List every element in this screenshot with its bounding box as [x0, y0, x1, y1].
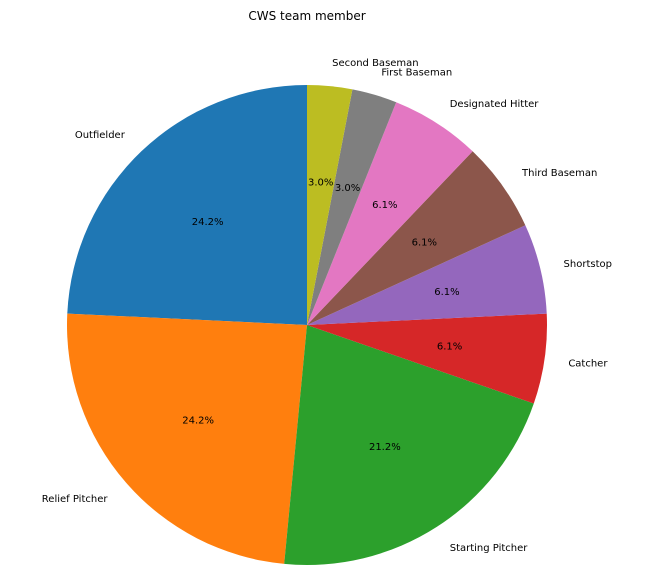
pie-slice-outfielder — [67, 85, 307, 325]
pie-slice-relief-pitcher — [67, 313, 307, 564]
slice-label-second-baseman: Second Baseman — [332, 58, 419, 69]
slice-label-starting-pitcher: Starting Pitcher — [450, 543, 529, 554]
pie-slice-designated-hitter — [307, 102, 473, 325]
slice-label-designated-hitter: Designated Hitter — [450, 99, 540, 110]
chart-title: CWS team member — [248, 9, 365, 23]
pie-slice-shortstop — [307, 225, 547, 325]
slice-percent-relief-pitcher: 24.2% — [182, 415, 214, 426]
pie-slice-third-baseman — [307, 151, 526, 325]
slice-percent-outfielder: 24.2% — [192, 217, 224, 228]
slice-percent-first-baseman: 3.0% — [335, 183, 360, 194]
slice-label-shortstop: Shortstop — [564, 259, 612, 270]
pie-slice-catcher — [307, 313, 547, 404]
slice-percent-shortstop: 6.1% — [434, 287, 459, 298]
slice-label-catcher: Catcher — [568, 359, 608, 370]
pie-labels: Outfielder 24.2% Relief Pitcher 24.2% Starti… — [42, 58, 612, 554]
pie-slice-starting-pitcher — [284, 325, 534, 565]
slice-percent-catcher: 6.1% — [437, 341, 462, 352]
slice-percent-designated-hitter: 6.1% — [372, 200, 397, 211]
slice-label-first-baseman: First Baseman — [381, 68, 452, 79]
slice-percent-third-baseman: 6.1% — [412, 237, 437, 248]
slice-percent-second-baseman: 3.0% — [308, 178, 333, 189]
slice-label-outfielder: Outfielder — [75, 130, 126, 141]
pie-slice-first-baseman — [307, 89, 397, 325]
slice-label-relief-pitcher: Relief Pitcher — [42, 494, 109, 505]
slice-label-third-baseman: Third Baseman — [521, 168, 597, 179]
pie-slice-second-baseman — [307, 85, 353, 325]
slice-percent-starting-pitcher: 21.2% — [369, 442, 401, 453]
pie-slices — [67, 85, 547, 565]
